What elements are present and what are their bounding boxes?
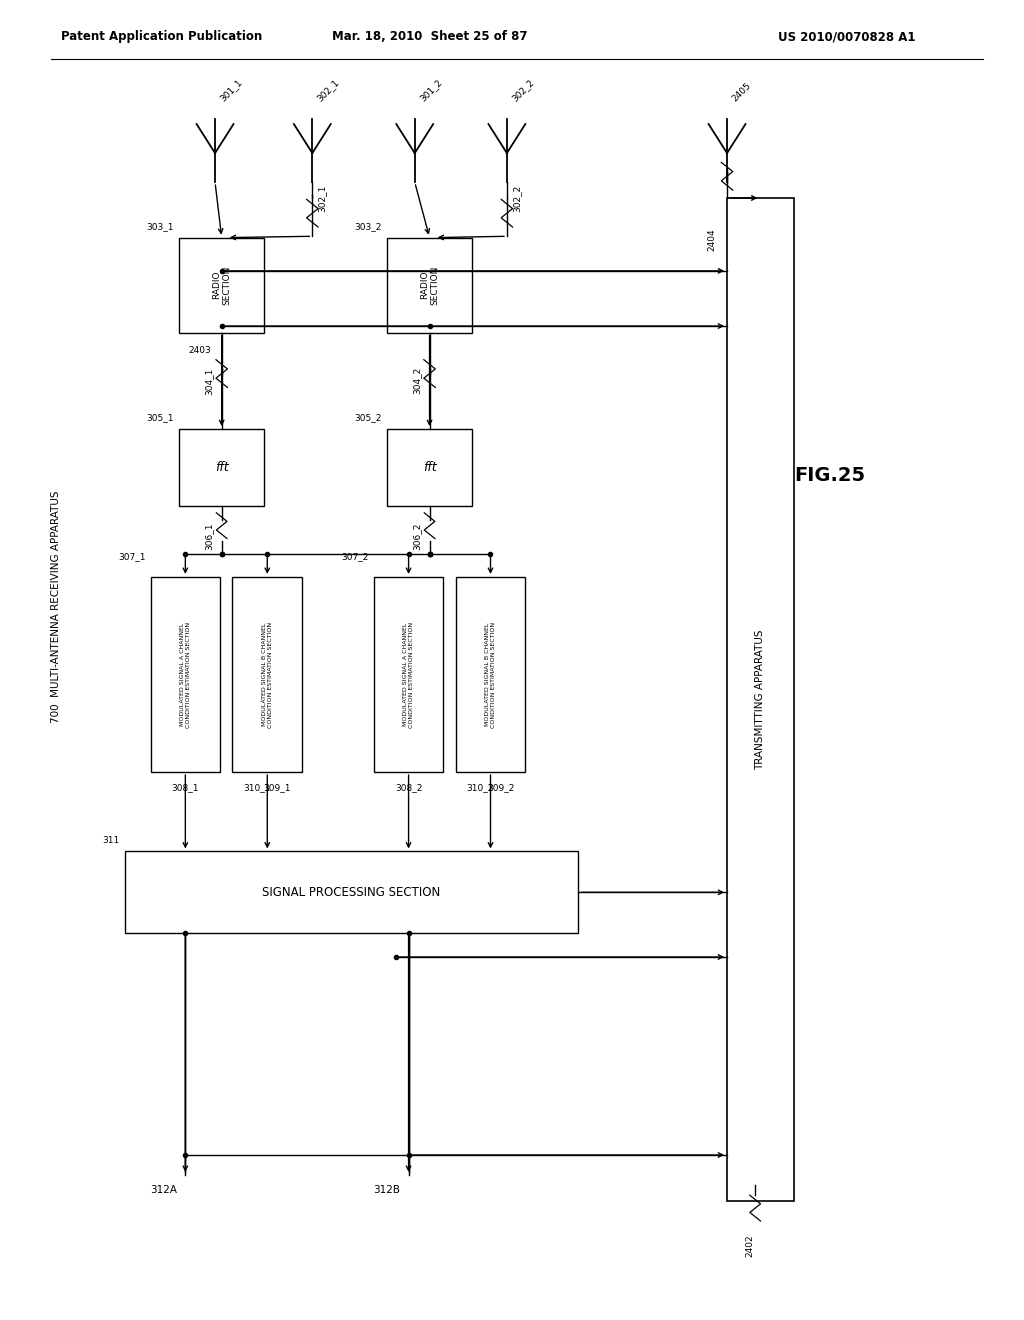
Bar xyxy=(727,198,794,1201)
Bar xyxy=(387,429,472,506)
Bar xyxy=(374,577,443,772)
Text: TRANSMITTING APPARATUS: TRANSMITTING APPARATUS xyxy=(756,630,765,770)
Text: 301_1: 301_1 xyxy=(218,77,244,103)
Bar xyxy=(179,238,264,333)
Text: SIGNAL PROCESSING SECTION: SIGNAL PROCESSING SECTION xyxy=(262,886,440,899)
Bar xyxy=(151,577,220,772)
Text: 307_2: 307_2 xyxy=(341,552,369,561)
Text: RADIO
SECTION: RADIO SECTION xyxy=(212,265,231,305)
Text: 302_1: 302_1 xyxy=(315,78,341,103)
Text: 312B: 312B xyxy=(374,1185,400,1196)
Text: 302_2: 302_2 xyxy=(510,78,536,103)
Text: 305_2: 305_2 xyxy=(354,413,382,422)
Text: FIG.25: FIG.25 xyxy=(794,466,865,484)
Text: 700  MULTI-ANTENNA RECEIVING APPARATUS: 700 MULTI-ANTENNA RECEIVING APPARATUS xyxy=(51,491,61,723)
Text: MODULATED SIGNAL A CHANNEL
CONDITION ESTIMATION SECTION: MODULATED SIGNAL A CHANNEL CONDITION EST… xyxy=(403,622,414,727)
Bar xyxy=(232,577,302,772)
Text: 303_2: 303_2 xyxy=(354,222,382,231)
Text: 309_2: 309_2 xyxy=(487,783,514,792)
Text: 2402: 2402 xyxy=(745,1234,755,1257)
Text: 312A: 312A xyxy=(151,1185,177,1196)
Bar xyxy=(456,577,525,772)
Text: RADIO
SECTION: RADIO SECTION xyxy=(420,265,439,305)
Text: 308_2: 308_2 xyxy=(395,783,422,792)
Text: 308_1: 308_1 xyxy=(172,783,199,792)
Text: 304_2: 304_2 xyxy=(413,367,422,395)
Text: fft: fft xyxy=(215,461,228,474)
Text: 2405: 2405 xyxy=(730,81,753,103)
Text: 310_2: 310_2 xyxy=(467,783,494,792)
Text: MODULATED SIGNAL B CHANNEL
CONDITION ESTIMATION SECTION: MODULATED SIGNAL B CHANNEL CONDITION EST… xyxy=(485,622,496,727)
Text: 307_1: 307_1 xyxy=(118,552,145,561)
Text: fft: fft xyxy=(423,461,436,474)
Text: 304_1: 304_1 xyxy=(205,367,213,395)
Text: 311: 311 xyxy=(102,836,120,845)
Bar xyxy=(125,851,578,933)
Text: 309_1: 309_1 xyxy=(264,783,291,792)
Text: US 2010/0070828 A1: US 2010/0070828 A1 xyxy=(778,30,915,44)
Text: MODULATED SIGNAL A CHANNEL
CONDITION ESTIMATION SECTION: MODULATED SIGNAL A CHANNEL CONDITION EST… xyxy=(180,622,190,727)
Text: 303_1: 303_1 xyxy=(146,222,174,231)
Text: 306_2: 306_2 xyxy=(413,523,422,549)
Text: 302_2: 302_2 xyxy=(512,185,521,211)
Bar xyxy=(387,238,472,333)
Text: MODULATED SIGNAL B CHANNEL
CONDITION ESTIMATION SECTION: MODULATED SIGNAL B CHANNEL CONDITION EST… xyxy=(262,622,272,727)
Text: Mar. 18, 2010  Sheet 25 of 87: Mar. 18, 2010 Sheet 25 of 87 xyxy=(333,30,527,44)
Text: 305_1: 305_1 xyxy=(146,413,174,422)
Text: Patent Application Publication: Patent Application Publication xyxy=(61,30,263,44)
Text: 2403: 2403 xyxy=(188,346,211,355)
Text: 306_1: 306_1 xyxy=(205,523,213,549)
Text: 2404: 2404 xyxy=(708,228,717,251)
Bar xyxy=(179,429,264,506)
Text: 301_2: 301_2 xyxy=(418,78,443,103)
Text: 310_1: 310_1 xyxy=(244,783,270,792)
Text: 302_1: 302_1 xyxy=(317,185,327,211)
